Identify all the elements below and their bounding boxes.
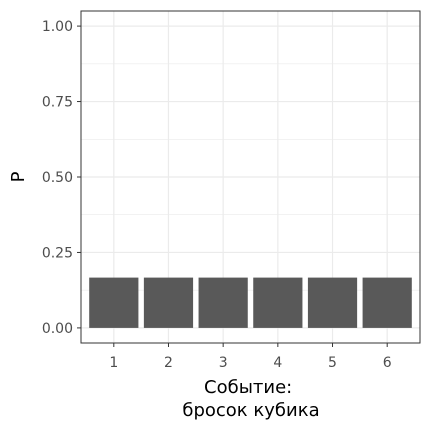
x-axis-title-line-1: Событие: [204,377,292,398]
y-axis-title: P [8,171,29,182]
x-tick-label: 1 [109,355,118,371]
x-axis-title: Событие: бросок кубика [182,377,319,421]
x-tick-label: 6 [383,355,392,371]
x-tick-label: 3 [219,355,228,371]
bar-5 [307,277,358,328]
y-tick-label: 0.50 [42,170,73,186]
x-tick-label: 4 [273,355,282,371]
x-tick-label: 2 [164,355,173,371]
bar-2 [143,277,194,328]
x-axis-title-line-2: бросок кубика [182,400,319,421]
x-tick-label: 5 [328,355,337,371]
bar-4 [253,277,303,328]
y-tick-label: 1.00 [42,19,73,35]
y-tick-label: 0.25 [42,245,73,261]
bar-3 [198,277,248,328]
bar-6 [362,277,412,328]
y-axis-ticks: 0.00 0.25 0.50 0.75 1.00 [42,19,81,337]
bar-1 [89,277,139,328]
bars [89,277,412,328]
x-axis-ticks: 1 2 3 4 5 6 [109,343,392,371]
y-tick-label: 0.00 [42,321,73,337]
y-tick-label: 0.75 [42,95,73,111]
